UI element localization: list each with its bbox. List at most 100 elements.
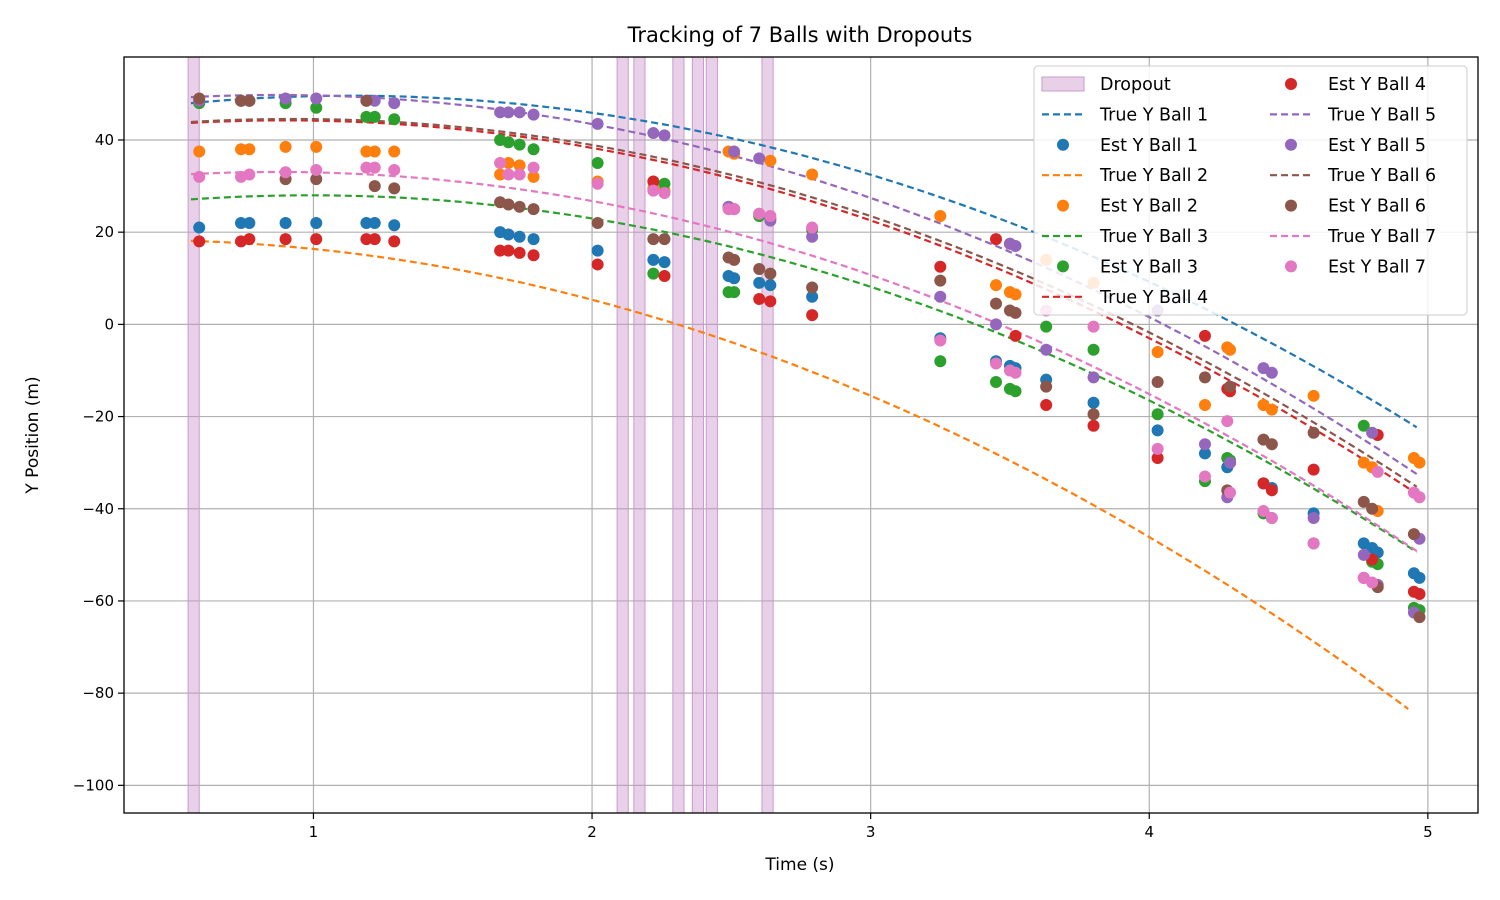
est-point xyxy=(753,263,766,276)
est-point xyxy=(1087,371,1100,384)
legend-item: Est Y Ball 5 xyxy=(1285,136,1426,156)
est-point xyxy=(658,129,671,142)
est-point xyxy=(1087,408,1100,421)
est-point xyxy=(1307,463,1320,476)
est-point xyxy=(591,157,604,170)
est-point xyxy=(728,286,741,299)
est-point xyxy=(310,216,323,229)
legend-item: Est Y Ball 1 xyxy=(1057,136,1198,156)
est-point xyxy=(934,355,947,368)
x-tick-label: 3 xyxy=(866,823,876,841)
est-point xyxy=(1265,484,1278,497)
x-tick-label: 5 xyxy=(1423,823,1433,841)
est-point xyxy=(1413,571,1426,584)
est-point xyxy=(494,168,507,181)
est-point xyxy=(243,216,256,229)
est-point xyxy=(1224,343,1237,356)
est-point xyxy=(990,375,1003,388)
est-point xyxy=(1009,385,1022,398)
est-point xyxy=(368,180,381,193)
legend-item: True Y Ball 5 xyxy=(1270,105,1436,125)
est-point xyxy=(1151,442,1164,455)
est-point xyxy=(1151,424,1164,437)
est-point xyxy=(1198,371,1211,384)
est-point xyxy=(753,207,766,220)
est-point xyxy=(1151,346,1164,359)
est-point xyxy=(1366,502,1379,515)
est-point xyxy=(388,145,401,158)
est-point xyxy=(1265,403,1278,416)
est-point xyxy=(764,154,777,167)
est-point xyxy=(310,140,323,153)
est-point xyxy=(990,297,1003,310)
est-point xyxy=(1257,505,1270,518)
legend-label: True Y Ball 3 xyxy=(1099,227,1208,247)
legend: Dropout True Y Ball 1 Est Y Ball 1 True Y B… xyxy=(1033,65,1468,316)
est-point xyxy=(494,244,507,257)
legend-label: True Y Ball 7 xyxy=(1327,227,1436,247)
est-point xyxy=(388,113,401,126)
est-point xyxy=(764,267,777,280)
legend-item: True Y Ball 3 xyxy=(1042,227,1208,247)
est-point xyxy=(1040,380,1053,393)
legend-swatch-dot xyxy=(1285,199,1297,212)
est-point xyxy=(934,274,947,287)
est-point xyxy=(388,163,401,176)
est-point xyxy=(1151,452,1164,465)
est-point xyxy=(1087,419,1100,432)
est-point xyxy=(647,184,660,197)
est-point xyxy=(1009,240,1022,252)
est-point xyxy=(728,203,741,216)
dropout-band xyxy=(616,57,629,813)
est-point xyxy=(279,92,292,105)
est-point xyxy=(502,157,515,170)
est-point xyxy=(1371,465,1384,478)
est-point xyxy=(753,293,766,306)
est-point xyxy=(279,166,292,179)
est-point xyxy=(1224,380,1237,393)
est-point xyxy=(647,253,660,266)
est-point xyxy=(806,168,819,181)
legend-swatch-dot xyxy=(1285,260,1297,273)
est-point xyxy=(591,177,604,190)
est-point xyxy=(1307,426,1320,439)
legend-item: True Y Ball 1 xyxy=(1042,105,1208,125)
true-line xyxy=(190,170,1418,552)
est-point xyxy=(1257,477,1270,490)
est-point xyxy=(513,106,526,119)
est-point xyxy=(1224,456,1237,469)
x-axis-label: Time (s) xyxy=(764,855,834,875)
est-point xyxy=(806,281,819,294)
est-point xyxy=(1221,415,1234,428)
est-point xyxy=(243,94,256,107)
est-point xyxy=(1413,491,1426,504)
est-point xyxy=(513,200,526,213)
est-point xyxy=(1307,537,1320,550)
est-point xyxy=(1265,438,1278,451)
legend-label: Est Y Ball 7 xyxy=(1328,257,1426,277)
est-point xyxy=(502,106,515,119)
est-point xyxy=(527,170,540,183)
est-point xyxy=(1198,329,1211,342)
est-point xyxy=(310,163,323,176)
est-point xyxy=(934,290,947,303)
est-point xyxy=(1009,288,1022,301)
est-point xyxy=(502,168,515,181)
est-point xyxy=(728,253,741,266)
y-tick-label: −40 xyxy=(82,500,114,518)
y-tick-label: −20 xyxy=(82,408,114,426)
estimated-points xyxy=(193,92,1426,624)
legend-label: Est Y Ball 2 xyxy=(1100,197,1198,217)
est-point xyxy=(1307,389,1320,402)
est-point xyxy=(1198,447,1211,460)
est-point xyxy=(1009,366,1022,379)
est-point xyxy=(1413,456,1426,469)
plot-frame xyxy=(123,56,1479,814)
est-point xyxy=(1366,576,1379,589)
est-point xyxy=(658,256,671,269)
est-point xyxy=(527,249,540,262)
est-point xyxy=(658,186,671,199)
est-point xyxy=(1087,396,1100,409)
est-point xyxy=(591,216,604,229)
